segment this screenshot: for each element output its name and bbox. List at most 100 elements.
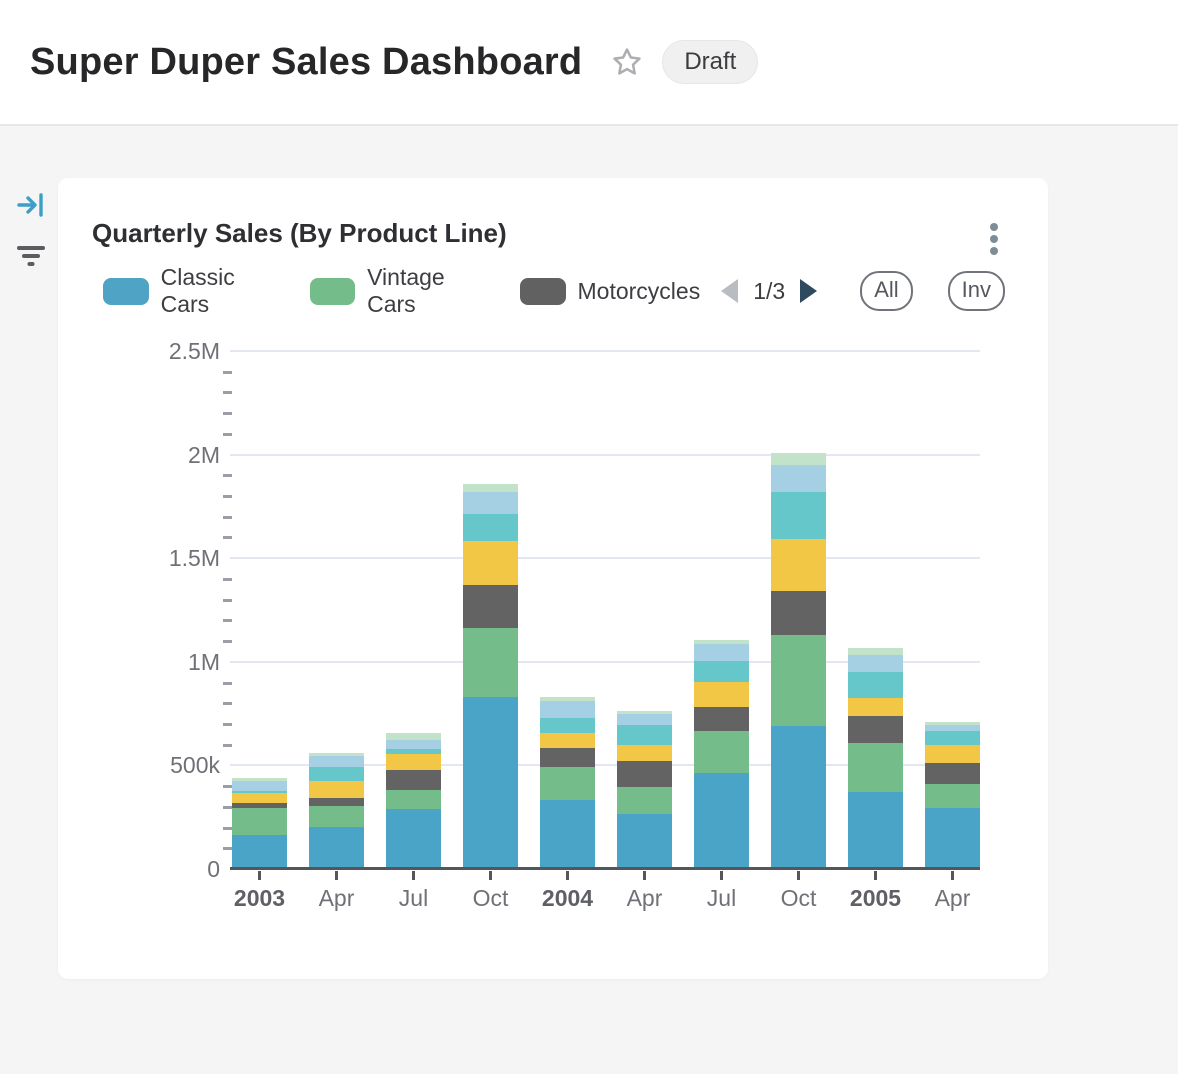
- y-axis-minor-tick: [223, 640, 232, 644]
- bar-2003-0[interactable]: [232, 351, 287, 869]
- bar-segment-series-7-pale-green: [771, 452, 826, 466]
- x-axis-tick-label: Jul: [706, 885, 737, 911]
- bar-segment-series-4-yellow: [232, 792, 287, 803]
- legend-prev-arrow-icon[interactable]: [721, 279, 739, 303]
- bar-segment-classic-cars: [925, 808, 980, 869]
- y-axis-minor-tick: [223, 785, 232, 789]
- y-axis-minor-tick: [223, 805, 232, 809]
- bar-oct-7[interactable]: [771, 351, 826, 869]
- x-axis-tick: [335, 871, 338, 880]
- bar-apr-9[interactable]: [925, 351, 980, 869]
- legend-item-vintage-cars[interactable]: Vintage Cars: [309, 264, 499, 318]
- y-axis-minor-tick: [223, 598, 232, 602]
- bar-segment-series-6-light-blue: [694, 643, 749, 661]
- x-axis-tick: [489, 871, 492, 880]
- y-axis-tick-label: 500k: [170, 752, 220, 779]
- x-axis-tick: [566, 871, 569, 880]
- y-axis-tick-label: 2M: [188, 441, 220, 468]
- y-axis-minor-tick: [223, 681, 232, 685]
- favorite-star-icon[interactable]: [608, 43, 646, 81]
- bar-jul-2[interactable]: [386, 351, 441, 869]
- bar-segment-series-6-light-blue: [925, 724, 980, 732]
- y-axis-minor-tick: [223, 370, 232, 374]
- bar-oct-3[interactable]: [463, 351, 518, 869]
- x-axis-tick-label: 2003: [233, 885, 286, 911]
- legend-swatch-vintage-cars: [309, 277, 356, 305]
- bar-apr-5[interactable]: [617, 351, 672, 869]
- x-axis-tick-label: 2004: [541, 885, 594, 911]
- bar-jul-6[interactable]: [694, 351, 749, 869]
- bar-segment-series-5-teal: [848, 672, 903, 699]
- y-axis-tick-label: 2.5M: [168, 338, 220, 364]
- bar-segment-series-7-pale-green: [694, 639, 749, 644]
- y-axis-minor-tick: [223, 826, 232, 830]
- bar-segment-motorcycles: [617, 761, 672, 787]
- x-axis-tick: [951, 871, 954, 880]
- gridline: [230, 660, 980, 663]
- x-axis-tick: [258, 871, 261, 880]
- bar-segment-motorcycles: [694, 707, 749, 732]
- x-axis-tick-label: Apr: [318, 885, 355, 911]
- legend-swatch-motorcycles: [519, 277, 566, 305]
- bar-segment-vintage-cars: [386, 789, 441, 809]
- bar-segment-series-6-light-blue: [309, 756, 364, 767]
- bar-segment-series-6-light-blue: [386, 739, 441, 749]
- bar-segment-vintage-cars: [925, 784, 980, 809]
- legend-swatch-classic-cars: [103, 277, 149, 305]
- bar-segment-classic-cars: [386, 808, 441, 869]
- bar-segment-series-6-light-blue: [463, 491, 518, 515]
- x-axis-tick-label: Apr: [934, 885, 971, 911]
- bar-segment-classic-cars: [694, 772, 749, 869]
- bar-segment-vintage-cars: [463, 627, 518, 697]
- x-axis-tick-label: Jul: [398, 885, 429, 911]
- invert-selection-button[interactable]: Inv: [947, 271, 1005, 311]
- bar-segment-motorcycles: [540, 748, 595, 767]
- x-axis-tick-label: Oct: [780, 885, 817, 911]
- bar-segment-series-4-yellow: [309, 781, 364, 799]
- main-area: Quarterly Sales (By Product Line) Classi…: [0, 128, 1178, 1074]
- bar-segment-motorcycles: [232, 802, 287, 809]
- bar-segment-series-4-yellow: [540, 733, 595, 749]
- bar-segment-series-7-pale-green: [386, 733, 441, 740]
- bar-segment-series-5-teal: [309, 766, 364, 782]
- bar-segment-series-5-teal: [540, 718, 595, 734]
- bar-2004-4[interactable]: [540, 351, 595, 869]
- bar-segment-motorcycles: [848, 716, 903, 744]
- y-axis-minor-tick: [223, 391, 232, 395]
- kebab-menu-icon[interactable]: [978, 218, 1010, 260]
- legend-item-classic-cars[interactable]: Classic Cars: [103, 264, 289, 318]
- y-axis-minor-tick: [223, 577, 232, 581]
- collapse-panel-icon[interactable]: [14, 188, 48, 222]
- gridline: [230, 350, 980, 352]
- bar-segment-series-5-teal: [617, 724, 672, 745]
- legend-next-arrow-icon[interactable]: [800, 279, 818, 303]
- bar-segment-motorcycles: [925, 762, 980, 785]
- legend-label: Vintage Cars: [367, 264, 445, 317]
- stacked-bar-chart: 2.5M 2M 1.5M 1M 500k 0 2003 Apr Jul Oct 2004 Apr Jul…: [169, 338, 980, 911]
- bar-apr-1[interactable]: [309, 351, 364, 869]
- chart-title: Quarterly Sales (By Product Line): [92, 218, 507, 248]
- legend-label: Motorcycles: [577, 277, 701, 304]
- bar-segment-series-7-pale-green: [463, 484, 518, 492]
- legend-item-motorcycles[interactable]: Motorcycles: [519, 277, 701, 305]
- bar-segment-series-5-teal: [694, 660, 749, 683]
- bar-segment-classic-cars: [309, 826, 364, 869]
- bar-segment-vintage-cars: [694, 731, 749, 773]
- bar-segment-series-7-pale-green: [540, 696, 595, 701]
- chart-card: Quarterly Sales (By Product Line) Classi…: [58, 178, 1048, 979]
- y-axis-minor-tick: [223, 619, 232, 623]
- filter-icon[interactable]: [14, 238, 48, 272]
- bar-segment-series-4-yellow: [771, 539, 826, 592]
- bar-2005-8[interactable]: [848, 351, 903, 869]
- bar-segment-classic-cars: [617, 814, 672, 869]
- select-all-button[interactable]: All: [860, 271, 913, 311]
- gridline: [230, 453, 980, 456]
- x-axis-tick: [797, 871, 800, 880]
- bar-segment-vintage-cars: [848, 743, 903, 792]
- bar-segment-series-6-light-blue: [771, 465, 826, 492]
- legend-label: Classic Cars: [160, 264, 235, 317]
- bar-segment-series-7-pale-green: [848, 648, 903, 656]
- y-axis-minor-tick: [223, 432, 232, 436]
- bar-segment-series-4-yellow: [925, 745, 980, 763]
- bar-segment-series-6-light-blue: [232, 780, 287, 791]
